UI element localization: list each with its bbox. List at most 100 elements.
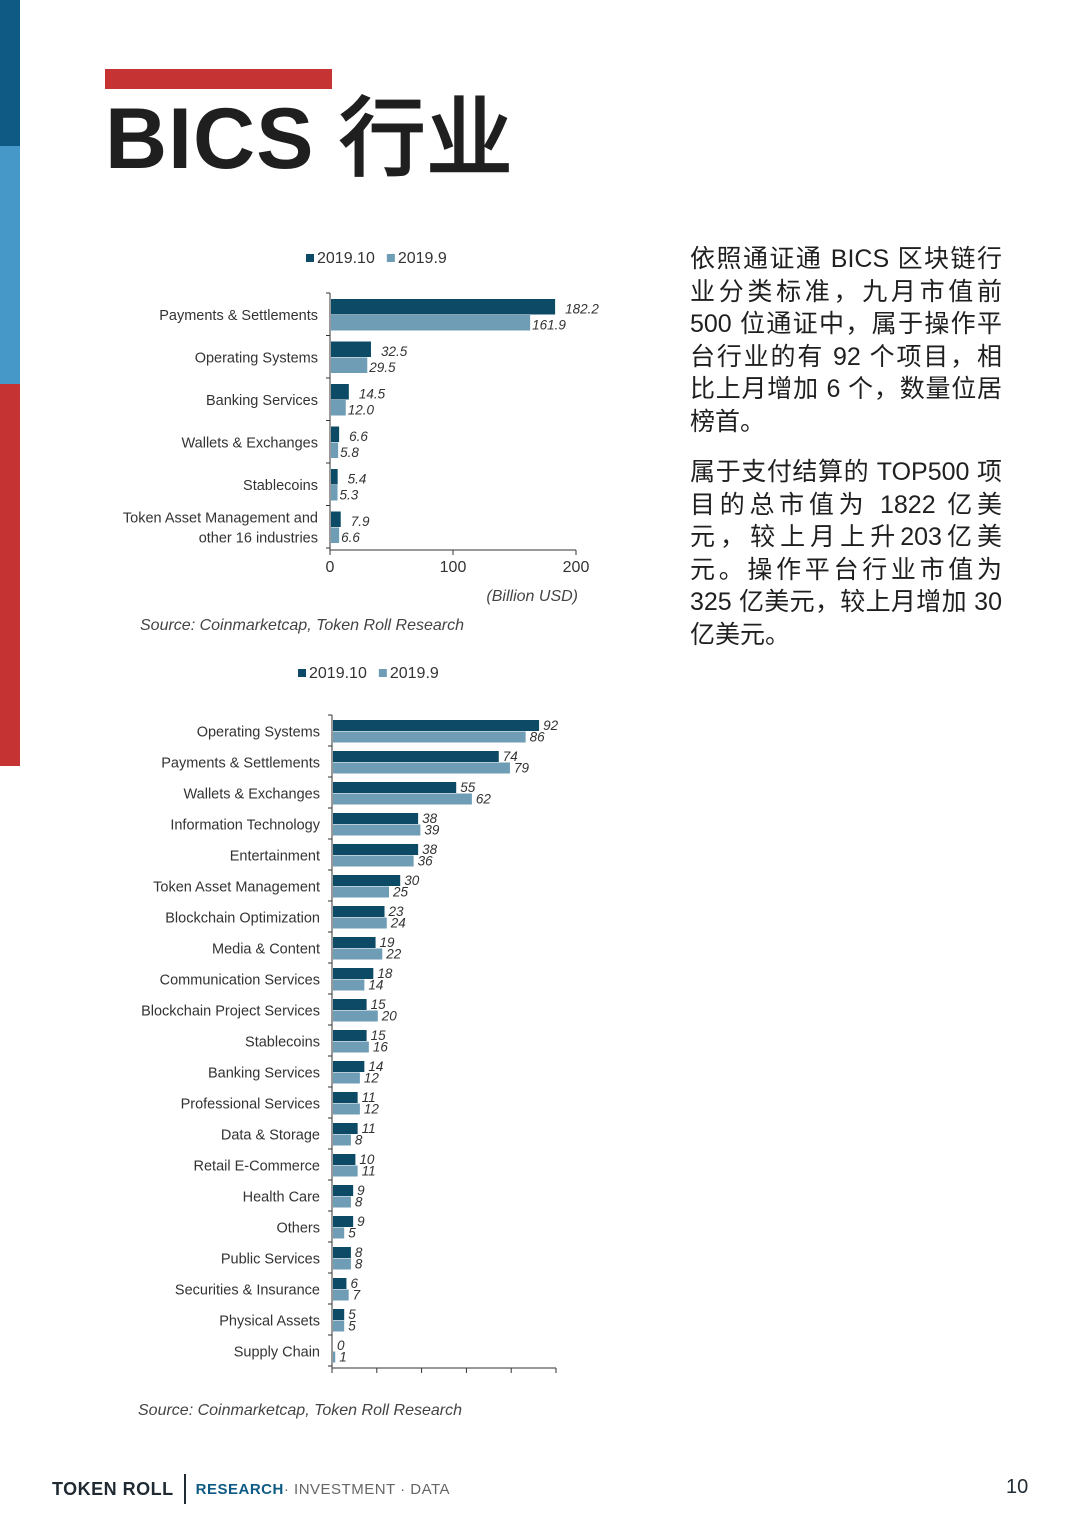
value-label-2019-10-stablecoins: 15 (371, 1028, 387, 1043)
value-label-2019-9-data-storage: 8 (355, 1133, 363, 1148)
value-label-2019-9-payments-settlements: 161.9 (532, 318, 566, 333)
legend-label-2019-9: 2019.9 (390, 665, 439, 682)
value-label-2019-9-physical-assets: 5 (348, 1319, 356, 1334)
category-label-health-care: Health Care (243, 1190, 320, 1206)
bar-2019-10-payments-settlements (333, 751, 499, 762)
value-label-2019-10-blockchain-optimization: 23 (388, 904, 405, 919)
value-label-2019-9-public-services: 8 (355, 1257, 363, 1272)
value-label-2019-9-operating-systems: 86 (530, 730, 546, 745)
category-label-others: Others (276, 1221, 320, 1237)
value-label-2019-10-communication-services: 18 (377, 966, 393, 981)
category-label-public-services: Public Services (221, 1252, 320, 1268)
bar-2019-9-retail-e-commerce (333, 1165, 358, 1177)
bar-2019-10-entertainment (333, 844, 419, 855)
bar-2019-10-banking-services (333, 1061, 365, 1072)
page-number: 10 (1006, 1476, 1029, 1498)
category-label-data-storage: Data & Storage (221, 1128, 320, 1144)
value-label-2019-10-stablecoins: 5.4 (348, 472, 367, 487)
bar-2019-9-information-technology (333, 824, 421, 836)
value-label-2019-10-token-asset-management-and-other-16-industries: 7.9 (351, 514, 370, 529)
footer-tag-research: RESEARCH (195, 1480, 284, 1498)
value-label-2019-10-banking-services: 14.5 (359, 387, 386, 402)
bar-2019-9-communication-services (333, 979, 365, 991)
value-label-2019-9-health-care: 8 (355, 1195, 363, 1210)
category-label-blockchain-project-services: Blockchain Project Services (141, 1004, 320, 1020)
legend-swatch-2019-10 (306, 254, 314, 262)
footer: TOKEN ROLL RESEARCH · INVESTMENT · DATA (52, 1474, 450, 1504)
value-label-2019-10-public-services: 8 (355, 1245, 363, 1260)
paragraph-1: 依照通证通 BICS 区块链行业分类标准，九月市值前 500 位通证中，属于操作… (690, 245, 1002, 436)
value-label-2019-10-others: 9 (357, 1214, 365, 1229)
bar-2019-9-securities-insurance (333, 1289, 349, 1301)
bar-2019-9-data-storage (333, 1134, 351, 1146)
bar-2019-9-operating-systems (333, 731, 526, 743)
bar-2019-10-token-asset-management (333, 875, 401, 886)
value-label-2019-9-media-content: 22 (385, 947, 402, 962)
bar-2019-9-professional-services (333, 1103, 360, 1115)
category-label-stablecoins: Stablecoins (243, 478, 318, 494)
category-label-token-asset-management-and-other-16-industries: Token Asset Management and (123, 511, 318, 527)
bar-2019-10-physical-assets (333, 1309, 345, 1320)
bar-2019-9-wallets-exchanges (331, 442, 339, 458)
bar-2019-10-operating-systems (331, 341, 371, 357)
bar-2019-9-public-services (333, 1258, 351, 1270)
value-label-2019-9-blockchain-optimization: 24 (390, 916, 406, 931)
value-label-2019-10-physical-assets: 5 (348, 1307, 356, 1322)
category-label-token-asset-management: Token Asset Management (153, 880, 320, 896)
market-cap-bar-chart: 2019.10 2019.9 0 100 200 Payments & Settlemen… (123, 250, 599, 634)
category-label-banking-services: Banking Services (206, 393, 318, 409)
category-label-payments-settlements: Payments & Settlements (159, 308, 318, 324)
category-label-retail-e-commerce: Retail E-Commerce (194, 1159, 321, 1175)
category-label-professional-services: Professional Services (181, 1097, 320, 1113)
bar-2019-9-blockchain-optimization (333, 917, 387, 929)
bar-2019-10-blockchain-project-services (333, 999, 367, 1010)
x-tick-label-100: 100 (440, 559, 467, 576)
bar-2019-10-health-care (333, 1185, 354, 1196)
value-label-2019-9-operating-systems: 29.5 (368, 360, 396, 375)
x-tick-label-0: 0 (326, 559, 335, 576)
value-label-2019-10-token-asset-management: 30 (404, 873, 420, 888)
bar-2019-9-physical-assets (333, 1320, 345, 1332)
bar-2019-9-stablecoins (333, 1041, 369, 1053)
bar-2019-9-others (333, 1227, 345, 1239)
value-label-2019-10-wallets-exchanges: 55 (460, 780, 476, 795)
value-label-2019-9-wallets-exchanges: 5.8 (340, 445, 359, 460)
bar-2019-10-blockchain-optimization (333, 906, 385, 917)
legend-swatch-2019-10 (298, 669, 306, 677)
category-label-token-asset-management-and-other-16-industries: other 16 industries (199, 531, 318, 547)
bar-2019-9-token-asset-management (333, 886, 389, 898)
value-label-2019-10-health-care: 9 (357, 1183, 365, 1198)
bar-2019-10-stablecoins (331, 469, 338, 485)
category-label-communication-services: Communication Services (160, 973, 320, 989)
bar-2019-10-public-services (333, 1247, 351, 1258)
bar-2019-9-health-care (333, 1196, 351, 1208)
chart-source: Source: Coinmarketcap, Token Roll Resear… (138, 1402, 462, 1419)
value-label-2019-9-stablecoins: 16 (373, 1040, 389, 1055)
value-label-2019-9-professional-services: 12 (364, 1102, 380, 1117)
category-label-wallets-exchanges: Wallets & Exchanges (184, 787, 320, 803)
bar-2019-9-media-content (333, 948, 383, 960)
chart-source: Source: Coinmarketcap, Token Roll Resear… (140, 617, 464, 634)
value-label-2019-10-data-storage: 11 (362, 1121, 376, 1136)
value-label-2019-9-securities-insurance: 7 (353, 1288, 361, 1303)
bar-2019-9-supply-chain (333, 1351, 336, 1363)
footer-brand: TOKEN ROLL (52, 1478, 174, 1499)
category-label-media-content: Media & Content (212, 942, 320, 958)
value-label-2019-9-communication-services: 14 (368, 978, 383, 993)
bar-2019-9-blockchain-project-services (333, 1010, 378, 1022)
category-label-operating-systems: Operating Systems (195, 351, 318, 367)
category-label-physical-assets: Physical Assets (219, 1314, 320, 1330)
category-label-blockchain-optimization: Blockchain Optimization (165, 911, 320, 927)
title-accent-bar (105, 69, 332, 89)
bar-2019-9-payments-settlements (333, 762, 510, 774)
bar-2019-9-banking-services (331, 400, 346, 416)
value-label-2019-9-token-asset-management-and-other-16-industries: 6.6 (341, 530, 360, 545)
bar-2019-9-wallets-exchanges (333, 793, 472, 805)
bar-2019-10-professional-services (333, 1092, 358, 1103)
bar-2019-9-entertainment (333, 855, 414, 867)
x-axis-title: (Billion USD) (486, 588, 578, 605)
footer-divider (183, 1474, 186, 1504)
category-label-supply-chain: Supply Chain (234, 1345, 320, 1361)
bar-2019-10-stablecoins (333, 1030, 367, 1041)
bar-2019-10-communication-services (333, 968, 374, 979)
